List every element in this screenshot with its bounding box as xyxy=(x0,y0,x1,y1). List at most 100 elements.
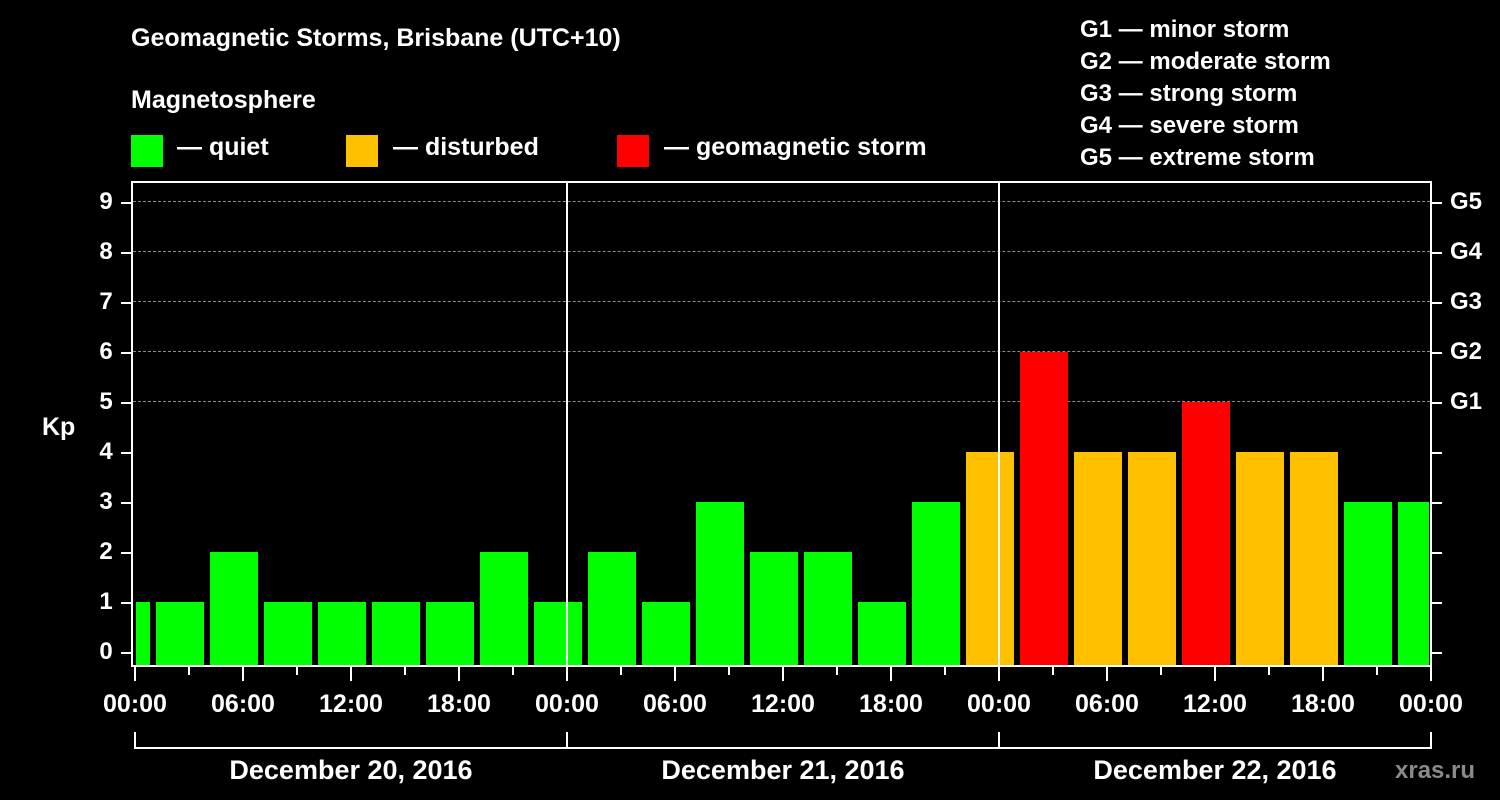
kp-bar xyxy=(136,602,150,666)
kp-bar xyxy=(318,602,366,666)
y-tick-label: 6 xyxy=(99,338,113,365)
kp-bar xyxy=(1236,452,1284,666)
x-tick xyxy=(1160,667,1162,675)
y-tick xyxy=(121,602,131,604)
kp-bar xyxy=(534,602,582,666)
x-tick xyxy=(566,667,568,681)
kp-bar xyxy=(912,502,960,666)
x-tick-label: 00:00 xyxy=(535,690,599,718)
x-tick xyxy=(674,667,676,681)
y-tick xyxy=(121,552,131,554)
x-tick-label: 00:00 xyxy=(1399,690,1463,718)
y-tick xyxy=(121,252,131,254)
g-scale-g2: G2 — moderate storm xyxy=(1080,48,1331,75)
x-tick-label: 18:00 xyxy=(859,690,923,718)
date-bracket-tick xyxy=(998,732,1000,749)
kp-bar xyxy=(642,602,690,666)
kp-bar xyxy=(1290,452,1338,666)
source-credit: xras.ru xyxy=(1395,757,1476,784)
y-tick-label: 4 xyxy=(99,438,113,465)
x-tick xyxy=(1376,667,1378,675)
y-tick xyxy=(121,452,131,454)
g-level-label: G1 xyxy=(1450,388,1483,415)
kp-bar xyxy=(426,602,474,666)
x-tick xyxy=(350,667,352,681)
chart-title: Geomagnetic Storms, Brisbane (UTC+10) xyxy=(131,24,621,52)
x-tick xyxy=(728,667,730,675)
kp-bar xyxy=(588,552,636,666)
kp-bar xyxy=(858,602,906,666)
x-tick-label: 18:00 xyxy=(1291,690,1355,718)
g-scale-g1: G1 — minor storm xyxy=(1080,16,1290,43)
x-tick xyxy=(1430,667,1432,681)
right-tick xyxy=(1432,602,1442,604)
x-tick xyxy=(134,667,136,681)
x-tick xyxy=(1322,667,1324,681)
x-tick xyxy=(890,667,892,681)
kp-bar xyxy=(1182,402,1230,666)
y-axis-label: Kp xyxy=(42,413,76,441)
x-tick xyxy=(188,667,190,675)
x-tick xyxy=(458,667,460,681)
g-scale-g3: G3 — strong storm xyxy=(1080,80,1298,107)
legend-label-quiet: — quiet xyxy=(177,133,269,161)
y-tick-label: 2 xyxy=(99,538,113,565)
x-tick xyxy=(620,667,622,675)
day-divider xyxy=(998,182,1000,666)
y-tick xyxy=(121,202,131,204)
legend-label-disturbed: — disturbed xyxy=(393,133,539,161)
date-bracket-tick xyxy=(134,732,136,749)
x-tick xyxy=(1214,667,1216,681)
x-tick xyxy=(1106,667,1108,681)
x-tick xyxy=(1052,667,1054,675)
legend-swatch-quiet xyxy=(131,135,163,167)
kp-bar xyxy=(804,552,852,666)
legend-title: Magnetosphere xyxy=(131,86,316,114)
gridline-6 xyxy=(133,351,1430,352)
kp-bar xyxy=(696,502,744,666)
g-scale-g5: G5 — extreme storm xyxy=(1080,144,1315,171)
right-tick xyxy=(1432,502,1442,504)
right-tick xyxy=(1432,202,1442,204)
gridline-9 xyxy=(133,201,1430,202)
day-divider xyxy=(566,182,568,666)
g-scale-g4: G4 — severe storm xyxy=(1080,112,1299,139)
x-tick-label: 12:00 xyxy=(319,690,383,718)
x-tick xyxy=(836,667,838,675)
y-tick-label: 0 xyxy=(99,638,113,665)
kp-bar xyxy=(966,452,1014,666)
kp-bar xyxy=(210,552,258,666)
kp-bar xyxy=(372,602,420,666)
g-level-label: G3 xyxy=(1450,288,1483,315)
x-tick-label: 06:00 xyxy=(211,690,275,718)
y-tick xyxy=(121,352,131,354)
x-tick-label: 00:00 xyxy=(103,690,167,718)
legend-label-storm: — geomagnetic storm xyxy=(664,133,927,161)
right-tick xyxy=(1432,402,1442,404)
g-level-label: G5 xyxy=(1450,188,1483,215)
gridline-8 xyxy=(133,251,1430,252)
x-tick-label: 06:00 xyxy=(643,690,707,718)
y-tick-label: 1 xyxy=(99,588,113,615)
right-tick xyxy=(1432,352,1442,354)
right-tick xyxy=(1432,302,1442,304)
legend-swatch-disturbed xyxy=(346,135,378,167)
x-tick xyxy=(242,667,244,681)
x-tick-label: 12:00 xyxy=(751,690,815,718)
date-label: December 21, 2016 xyxy=(661,755,905,785)
legend-swatch-storm xyxy=(617,135,649,167)
y-tick xyxy=(121,502,131,504)
right-tick xyxy=(1432,452,1442,454)
y-tick xyxy=(121,652,131,654)
date-label: December 22, 2016 xyxy=(1093,755,1337,785)
g-level-label: G2 xyxy=(1450,338,1483,365)
kp-bar xyxy=(1128,452,1176,666)
y-tick-label: 8 xyxy=(99,238,113,265)
date-bracket-tick xyxy=(566,732,568,749)
kp-bar xyxy=(1074,452,1122,666)
x-tick xyxy=(296,667,298,675)
kp-bar xyxy=(480,552,528,666)
y-tick-label: 7 xyxy=(99,288,113,315)
plot-area xyxy=(131,181,1432,667)
y-tick-label: 9 xyxy=(99,188,113,215)
